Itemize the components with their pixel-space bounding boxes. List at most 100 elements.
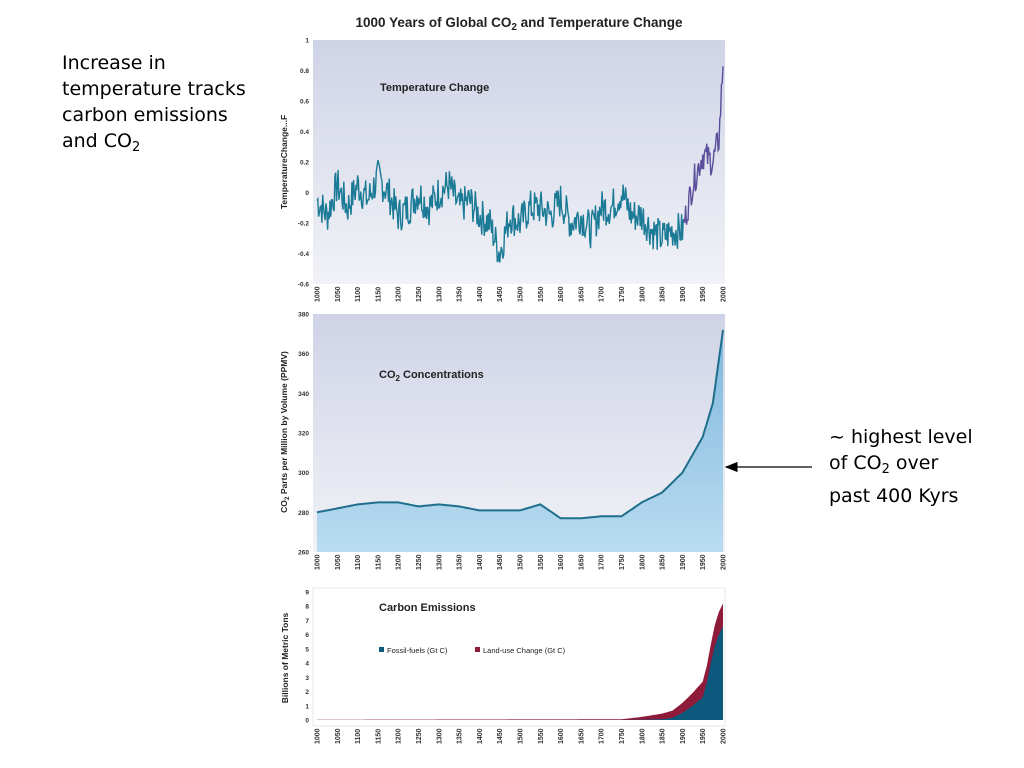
right-annotation-line: past 400 Kyrs [829, 485, 959, 507]
subscript: 2 [132, 140, 141, 155]
co2-y-axis-label: CO2 Parts per Million by Volume (PPMV) [279, 351, 291, 513]
x-tick-label: 1350 [457, 554, 464, 570]
x-tick-label: 1850 [660, 286, 667, 302]
x-tick-label: 1850 [660, 554, 667, 570]
x-tick-label: 1400 [477, 554, 484, 570]
y-tick-label: 0.8 [300, 68, 309, 75]
y-tick-label: 8 [305, 604, 309, 611]
temperature-panel: Temperature Change TemperatureChange...F… [279, 38, 728, 303]
x-tick-label: 1300 [436, 286, 443, 302]
y-tick-label: 380 [298, 312, 309, 319]
x-tick-label: 1900 [680, 728, 687, 744]
co2-panel-title: CO2 Concentrations [379, 369, 484, 383]
y-tick-label: 1 [305, 703, 309, 710]
y-tick-label: -0.4 [298, 251, 310, 258]
y-tick-label: 320 [298, 431, 309, 438]
figure-title-subscript: 2 [511, 22, 517, 33]
y-tick-label: 2 [305, 689, 309, 696]
figure-title: 1000 Years of Global CO2 and Temperature… [356, 15, 683, 33]
x-tick-label: 1800 [639, 286, 646, 302]
landuse-area [317, 603, 723, 720]
co2-y-axis-label-text: Parts per Million by Volume (PPMV) [279, 351, 289, 496]
left-annotation-line: temperature tracks [62, 78, 246, 100]
co2-y-axis-label-subscript: 2 [284, 496, 291, 500]
x-tick-label: 1700 [599, 286, 606, 302]
y-tick-label: 6 [305, 632, 309, 639]
x-tick-label: 1200 [396, 728, 403, 744]
x-tick-label: 1650 [578, 728, 585, 744]
right-annotation-text: over [889, 452, 939, 474]
x-tick-label: 1800 [639, 728, 646, 744]
x-tick-label: 1650 [578, 286, 585, 302]
x-tick-label: 1750 [619, 554, 626, 570]
x-tick-label: 1950 [700, 728, 707, 744]
x-tick-label: 1450 [497, 554, 504, 570]
x-tick-label: 1500 [518, 286, 525, 302]
x-tick-label: 1600 [558, 728, 565, 744]
right-annotation-text: of CO [829, 452, 882, 474]
y-tick-label: 300 [298, 470, 309, 477]
left-annotation-text: and CO [62, 130, 133, 152]
x-tick-label: 1350 [457, 286, 464, 302]
temperature-recent-line [683, 66, 724, 225]
right-annotation: ~ highest level of CO2 over past 400 Kyr… [829, 424, 1019, 509]
legend-label-landuse: Land-use Change (Gt C) [483, 646, 566, 655]
temperature-series-line [316, 159, 685, 263]
emissions-panel-title: Carbon Emissions [379, 602, 476, 614]
x-tick-label: 1050 [335, 728, 342, 744]
x-tick-label: 1200 [396, 554, 403, 570]
x-tick-label: 1700 [599, 728, 606, 744]
figure-title-text: and Temperature Change [517, 15, 683, 30]
x-tick-label: 1500 [518, 728, 525, 744]
emissions-x-ticks: 1000 1050 1100 1150 1200 1250 1300 1350 1400 1450… [315, 728, 728, 744]
legend-label-fossil: Fossil-fuels (Gt C) [387, 646, 448, 655]
y-tick-label: 0 [305, 190, 309, 197]
right-annotation-line: ~ highest level [829, 426, 973, 448]
x-tick-label: 1050 [335, 286, 342, 302]
y-tick-label: 5 [305, 646, 309, 653]
emissions-legend: Fossil-fuels (Gt C) Land-use Change (Gt … [379, 646, 566, 655]
x-tick-label: 1450 [497, 286, 504, 302]
x-tick-label: 1200 [396, 286, 403, 302]
x-tick-label: 1100 [355, 555, 362, 570]
x-tick-label: 1950 [700, 554, 707, 570]
x-tick-label: 1000 [315, 728, 322, 744]
emissions-plot-background [312, 587, 726, 727]
x-tick-label: 1400 [477, 286, 484, 302]
x-tick-label: 1400 [477, 728, 484, 744]
emissions-y-ticks: 9 8 7 6 5 4 3 2 1 0 [305, 590, 309, 725]
co2-y-ticks: 380 360 340 320 300 280 260 [298, 312, 309, 557]
x-tick-label: 1350 [457, 728, 464, 744]
y-tick-label: 1 [305, 38, 309, 45]
emissions-panel: Carbon Emissions Billions of Metric Tons… [280, 587, 728, 744]
x-tick-label: 1900 [680, 286, 687, 302]
x-tick-label: 1100 [355, 287, 362, 302]
x-tick-label: 1250 [416, 554, 423, 570]
x-tick-label: 2000 [721, 728, 728, 744]
x-tick-label: 1900 [680, 554, 687, 570]
x-tick-label: 1300 [436, 554, 443, 570]
x-tick-label: 1650 [578, 554, 585, 570]
x-tick-label: 1700 [599, 554, 606, 570]
x-tick-label: 1800 [639, 554, 646, 570]
x-tick-label: 1150 [375, 287, 382, 302]
y-tick-label: 7 [305, 618, 309, 625]
co2-panel: CO2 Concentrations CO2 Parts per Million… [279, 312, 728, 571]
x-tick-label: 1000 [315, 286, 322, 302]
x-tick-label: 1600 [558, 554, 565, 570]
co2-y-axis-label-text: CO [279, 500, 289, 513]
y-tick-label: 0 [305, 718, 309, 725]
temperature-y-ticks: 1 0.8 0.6 0.4 0.2 0 -0.2 -0.4 -0.6 [298, 38, 310, 289]
left-annotation: Increase in temperature tracks carbon em… [62, 50, 277, 161]
x-tick-label: 2000 [721, 286, 728, 302]
x-tick-label: 2000 [721, 554, 728, 570]
co2-panel-title-text: CO [379, 369, 396, 381]
co2-panel-title-subscript: 2 [396, 374, 401, 383]
x-tick-label: 1500 [518, 554, 525, 570]
x-tick-label: 1550 [538, 554, 545, 570]
x-tick-label: 1000 [315, 554, 322, 570]
x-tick-label: 1150 [375, 555, 382, 570]
y-tick-label: 0.4 [300, 129, 309, 136]
y-tick-label: -0.2 [298, 221, 310, 228]
x-tick-label: 1950 [700, 286, 707, 302]
